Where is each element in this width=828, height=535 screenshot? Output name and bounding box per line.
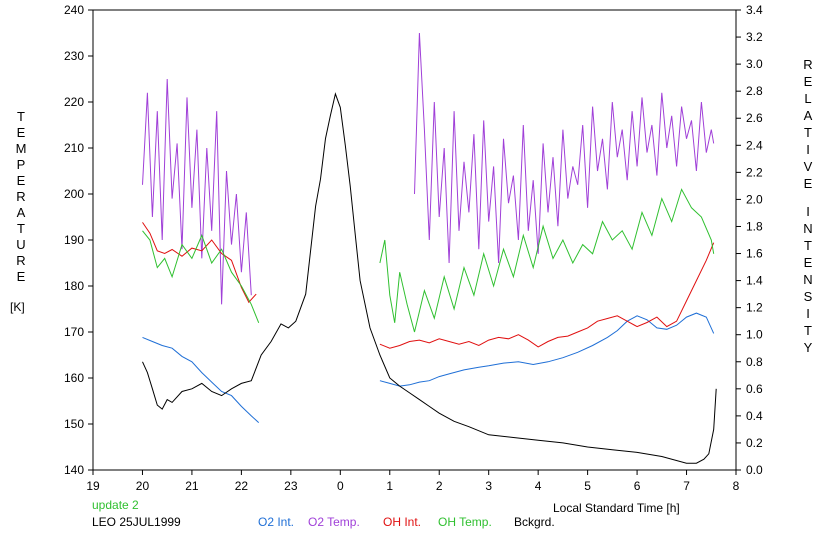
left-tick-label: 190 — [64, 233, 84, 247]
x-tick-label: 21 — [185, 479, 199, 493]
axis-label-letter: R — [16, 189, 26, 204]
x-tick-label: 2 — [436, 479, 443, 493]
left-axis-unit: [K] — [10, 300, 25, 314]
series-line-o2-int — [379, 312, 715, 387]
axis-label-letter: E — [16, 269, 26, 284]
axis-label-letter: T — [804, 238, 812, 253]
axis-label-letter: A — [16, 205, 26, 220]
legend-item: O2 Temp. — [308, 515, 360, 529]
axis-label-letter: Y — [803, 340, 813, 355]
left-tick-label: 180 — [64, 279, 84, 293]
plot-area-frame — [92, 9, 737, 471]
series-line-bckgrd — [142, 92, 717, 464]
x-tick-label: 4 — [535, 479, 542, 493]
right-tick-label: 0.2 — [746, 436, 763, 450]
series-line-o2-int — [142, 336, 260, 423]
x-tick-label: 22 — [235, 479, 249, 493]
x-tick-label: 23 — [284, 479, 298, 493]
axis-label-letter: I — [806, 142, 810, 157]
right-tick-label: 1.0 — [746, 328, 763, 342]
axis-label-letter: M — [15, 141, 27, 156]
right-tick-label: 2.4 — [746, 138, 763, 152]
right-tick-label: 0.0 — [746, 463, 763, 477]
series-line-oh-temp — [379, 188, 715, 333]
axis-label-letter: L — [804, 91, 812, 106]
axis-label-letter: P — [16, 157, 26, 172]
axis-label-letter: T — [804, 125, 812, 140]
left-tick-label: 150 — [64, 417, 84, 431]
axis-label-letter: E — [16, 125, 26, 140]
right-tick-label: 3.4 — [746, 3, 763, 17]
x-tick-label: 20 — [136, 479, 150, 493]
x-axis-label: Local Standard Time [h] — [553, 501, 680, 515]
update-label: update 2 — [92, 498, 139, 512]
legend-item: OH Int. — [383, 515, 422, 529]
right-tick-label: 3.0 — [746, 57, 763, 71]
left-tick-label: 220 — [64, 95, 84, 109]
x-tick-label: 7 — [683, 479, 690, 493]
axis-label-letter: E — [803, 176, 813, 191]
axis-label-letter: I — [806, 204, 810, 219]
axis-label-letter: S — [803, 289, 813, 304]
axis-label-letter: A — [803, 108, 813, 123]
axis-label-letter: N — [803, 221, 813, 236]
axis-label-letter: U — [16, 237, 26, 252]
left-axis-ticks: 140 150 160 170 180 190 200 210 220 230 240 — [64, 3, 93, 477]
axis-label-letter: T — [804, 323, 812, 338]
x-tick-label: 0 — [337, 479, 344, 493]
legend-item: Bckgrd. — [514, 515, 555, 529]
left-tick-label: 200 — [64, 187, 84, 201]
right-tick-label: 3.2 — [746, 30, 763, 44]
right-tick-label: 2.8 — [746, 84, 763, 98]
right-tick-label: 1.2 — [746, 301, 763, 315]
axis-label-letter: N — [803, 272, 813, 287]
right-tick-label: 0.6 — [746, 382, 763, 396]
series-line-o2-temp — [142, 78, 252, 305]
right-tick-label: 2.2 — [746, 165, 763, 179]
x-tick-label: 5 — [584, 479, 591, 493]
axis-label-letter: E — [803, 255, 813, 270]
right-tick-label: 2.0 — [746, 192, 763, 206]
axis-label-letter: T — [17, 221, 25, 236]
axis-label-letter: T — [17, 109, 25, 124]
series-line-oh-temp — [142, 230, 260, 323]
left-tick-label: 230 — [64, 49, 84, 63]
axis-label-letter: E — [16, 173, 26, 188]
x-tick-label: 6 — [634, 479, 641, 493]
x-tick-label: 8 — [733, 479, 740, 493]
right-axis-ticks: 0.0 0.2 0.4 0.6 0.8 1.0 1.2 1.4 1.6 1.8 2.0 2.2 2.4 2… — [736, 3, 763, 477]
right-tick-label: 1.4 — [746, 274, 763, 288]
left-tick-label: 140 — [64, 463, 84, 477]
legend-item: O2 Int. — [258, 515, 295, 529]
right-tick-label: 2.6 — [746, 111, 763, 125]
x-tick-label: 19 — [86, 479, 100, 493]
left-tick-label: 240 — [64, 3, 84, 17]
right-tick-label: 0.4 — [746, 409, 763, 423]
site-date-label: LEO 25JUL1999 — [92, 515, 181, 529]
x-tick-label: 3 — [485, 479, 492, 493]
right-tick-label: 0.8 — [746, 355, 763, 369]
axis-label-letter: R — [16, 253, 26, 268]
axis-label-letter: R — [803, 57, 813, 72]
x-tick-label: 1 — [386, 479, 393, 493]
left-tick-label: 160 — [64, 371, 84, 385]
series-line-o2-temp — [414, 32, 715, 264]
axis-label-letter: V — [803, 159, 813, 174]
left-tick-label: 210 — [64, 141, 84, 155]
left-tick-label: 170 — [64, 325, 84, 339]
axis-label-letter: I — [806, 306, 810, 321]
series-line-oh-int — [379, 242, 715, 349]
legend-item: OH Temp. — [438, 515, 492, 529]
axis-label-letter: E — [803, 74, 813, 89]
series-layer — [142, 32, 717, 464]
right-tick-label: 1.8 — [746, 219, 763, 233]
right-tick-label: 1.6 — [746, 247, 763, 261]
x-axis-ticks: 19 20 21 22 23 0 1 2 3 4 5 6 7 8 — [86, 470, 740, 493]
